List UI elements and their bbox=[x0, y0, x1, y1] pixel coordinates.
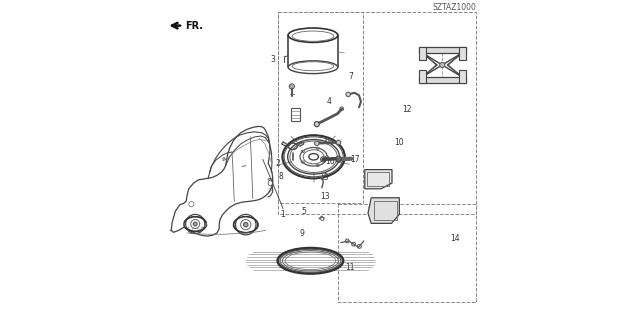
Circle shape bbox=[314, 141, 319, 146]
Text: 10: 10 bbox=[394, 138, 404, 147]
Text: FR.: FR. bbox=[185, 21, 203, 31]
Polygon shape bbox=[419, 77, 466, 83]
Bar bbox=[419, 70, 426, 83]
Polygon shape bbox=[282, 142, 288, 146]
Text: 7: 7 bbox=[349, 72, 354, 81]
Text: 17: 17 bbox=[351, 156, 360, 164]
Bar bbox=[419, 47, 426, 60]
Text: 14: 14 bbox=[451, 234, 460, 243]
Circle shape bbox=[314, 122, 319, 127]
Circle shape bbox=[291, 85, 293, 88]
Text: 13: 13 bbox=[320, 192, 330, 201]
Text: 8: 8 bbox=[278, 172, 283, 181]
Text: 3: 3 bbox=[270, 55, 275, 64]
Bar bbox=[459, 70, 466, 83]
Text: 16: 16 bbox=[325, 157, 335, 166]
Text: 4: 4 bbox=[326, 97, 332, 106]
Text: 9: 9 bbox=[300, 229, 305, 238]
Polygon shape bbox=[368, 198, 399, 223]
Text: SZTAZ1000: SZTAZ1000 bbox=[432, 3, 476, 12]
Polygon shape bbox=[365, 170, 392, 189]
Circle shape bbox=[337, 140, 341, 145]
Circle shape bbox=[243, 222, 248, 227]
Text: 12: 12 bbox=[402, 105, 412, 114]
Polygon shape bbox=[419, 47, 466, 53]
Text: 15: 15 bbox=[319, 173, 329, 182]
Bar bbox=[278, 12, 364, 203]
Bar bbox=[291, 108, 300, 121]
Bar bbox=[278, 12, 476, 214]
Bar bbox=[338, 204, 476, 302]
Bar bbox=[374, 201, 397, 220]
Circle shape bbox=[346, 92, 351, 97]
Text: 6: 6 bbox=[324, 137, 330, 146]
Bar bbox=[459, 47, 466, 60]
Text: 1: 1 bbox=[280, 210, 285, 219]
Polygon shape bbox=[298, 142, 304, 146]
Circle shape bbox=[440, 62, 445, 68]
Text: 11: 11 bbox=[345, 263, 355, 272]
Bar bbox=[367, 172, 390, 186]
Text: 5: 5 bbox=[301, 207, 307, 216]
Text: 2: 2 bbox=[275, 159, 280, 168]
Circle shape bbox=[193, 222, 197, 226]
